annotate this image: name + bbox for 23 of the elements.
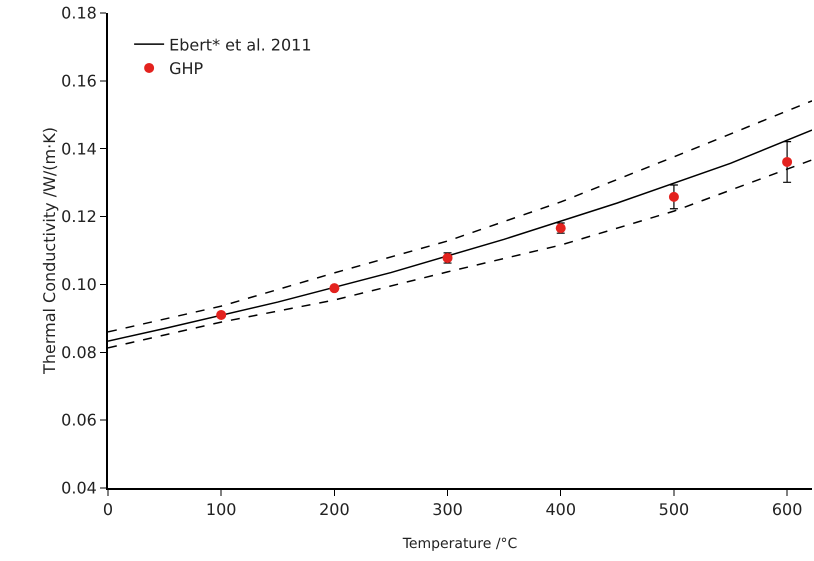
point [668, 192, 679, 202]
x-tick-label: 200 [319, 500, 350, 520]
y-tick-label: 0.14 [61, 139, 97, 158]
x-tick-label: 400 [545, 500, 576, 520]
legend-label: Ebert* et al. 2011 [169, 35, 312, 54]
y-axis-title: Thermal Conductivity /W/(m·K) [40, 127, 60, 375]
x-tick-label: 600 [772, 500, 802, 520]
x-tick-label: 100 [206, 500, 236, 520]
x-tick-label: 500 [658, 500, 690, 520]
y-tick-label: 0.08 [61, 342, 97, 362]
point [782, 156, 792, 167]
y-tick-label: 0.06 [61, 410, 97, 430]
point [216, 310, 226, 320]
y-tick-label: 0.16 [61, 71, 97, 90]
point [329, 283, 340, 294]
y-tick-label: 0.10 [61, 275, 97, 294]
y-tick-label: 0.12 [61, 207, 97, 226]
legend-label: GHP [169, 59, 204, 78]
y-tick-label: 0.04 [61, 478, 97, 498]
x-tick-label: 300 [432, 500, 463, 520]
x-tick-label: 0 [102, 500, 114, 520]
y-tick-label: 0.18 [61, 4, 97, 23]
x-axis-title: Temperature /°C [402, 536, 518, 552]
